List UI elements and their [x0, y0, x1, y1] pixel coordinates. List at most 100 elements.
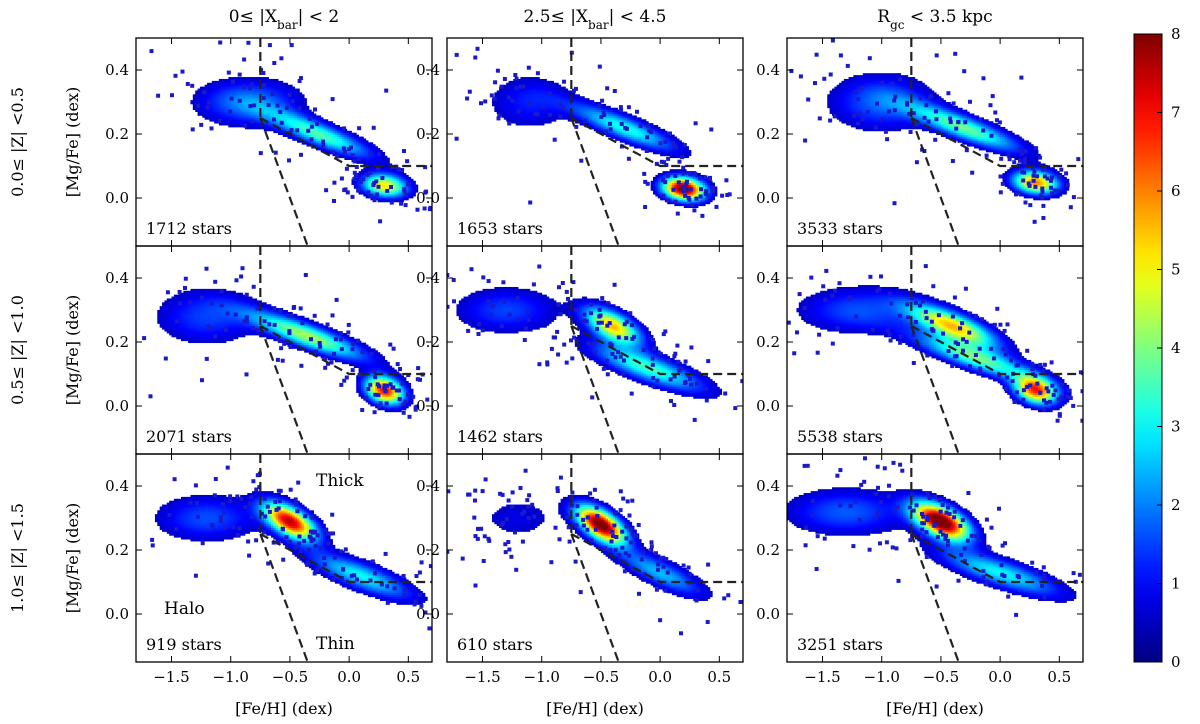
density-cell: [563, 86, 566, 89]
density-cell: [855, 94, 859, 97]
density-cell: [398, 176, 402, 180]
density-cell: [320, 148, 324, 151]
density-cell: [240, 115, 243, 118]
density-cell: [342, 144, 345, 147]
density-cell: [235, 119, 239, 122]
density-cell: [221, 90, 225, 93]
density-cell: [289, 107, 293, 111]
density-cell: [358, 140, 362, 143]
density-cell: [334, 148, 338, 151]
density-cell: [223, 78, 227, 82]
density-cell: [862, 78, 866, 82]
density-cell: [294, 102, 298, 105]
density-cell: [209, 88, 213, 91]
density-cell: [313, 138, 317, 141]
density-cell: [292, 109, 296, 112]
density-cell: [372, 192, 376, 195]
density-cell: [318, 125, 322, 128]
density-cell: [671, 184, 675, 187]
density-cell: [235, 86, 239, 89]
density-cell: [874, 82, 878, 86]
density-cell: [214, 107, 217, 111]
density-cell: [546, 80, 550, 84]
density-cell: [548, 98, 552, 101]
outlier-star: [608, 121, 612, 126]
density-cell: [589, 125, 592, 128]
density-cell: [320, 130, 324, 134]
density-cell: [311, 140, 314, 143]
density-cell: [508, 88, 512, 91]
density-cell: [211, 103, 215, 107]
density-cell: [589, 107, 592, 111]
density-cell: [289, 102, 293, 105]
density-cell: [622, 119, 625, 122]
density-cell: [379, 192, 383, 195]
density-cell: [712, 182, 715, 185]
density-cell: [888, 125, 892, 128]
star-count: 1712 stars: [146, 219, 232, 238]
density-cell: [660, 153, 663, 157]
density-cell: [287, 128, 291, 132]
density-cell: [850, 78, 854, 82]
density-cell: [515, 82, 519, 86]
density-cell: [346, 130, 350, 134]
density-cell: [230, 86, 234, 89]
density-cell: [546, 98, 550, 101]
density-cell: [209, 109, 213, 112]
density-cell: [834, 103, 838, 107]
density-cell: [356, 148, 359, 151]
row-label: 0.0≤ |Z| <0.5: [8, 87, 27, 197]
density-cell: [626, 134, 630, 137]
density-cell: [860, 107, 864, 111]
density-cell: [860, 102, 864, 105]
outlier-star: [562, 79, 566, 84]
density-cell: [843, 90, 847, 93]
density-cell: [544, 82, 547, 86]
density-cell: [874, 123, 878, 126]
density-cell: [605, 113, 609, 116]
density-cell: [278, 96, 281, 99]
density-cell: [398, 173, 402, 176]
density-cell: [195, 96, 198, 99]
density-cell: [617, 134, 621, 137]
density-cell: [266, 77, 270, 80]
density-cell: [534, 80, 538, 84]
density-cell: [610, 109, 614, 112]
density-cell: [287, 123, 291, 126]
density-cell: [515, 100, 519, 103]
density-cell: [282, 134, 286, 137]
density-cell: [195, 100, 198, 103]
density-cell: [688, 151, 692, 155]
density-cell: [643, 140, 647, 143]
density-cell: [544, 92, 547, 95]
density-cell: [891, 123, 894, 126]
density-cell: [499, 105, 502, 109]
density-cell: [360, 184, 364, 187]
density-cell: [268, 109, 272, 112]
density-cell: [518, 96, 521, 99]
density-cell: [389, 196, 393, 199]
density-cell: [368, 180, 371, 184]
density-cell: [841, 119, 845, 122]
density-cell: [653, 128, 656, 132]
density-cell: [679, 199, 682, 203]
density-cell: [360, 153, 364, 157]
density-cell: [893, 111, 897, 114]
density-cell: [508, 80, 512, 84]
density-cell: [881, 111, 885, 114]
density-cell: [553, 94, 557, 97]
density-cell: [867, 107, 871, 111]
density-cell: [304, 98, 307, 101]
density-cell: [377, 148, 381, 151]
density-cell: [278, 115, 281, 118]
density-cell: [843, 117, 847, 120]
density-cell: [323, 119, 326, 122]
density-cell: [869, 121, 873, 124]
density-cell: [681, 176, 685, 180]
density-cell: [867, 78, 871, 82]
density-cell: [379, 153, 383, 157]
density-cell: [879, 78, 883, 82]
density-cell: [643, 119, 647, 122]
density-cell: [534, 123, 538, 126]
density-cell: [275, 121, 279, 124]
